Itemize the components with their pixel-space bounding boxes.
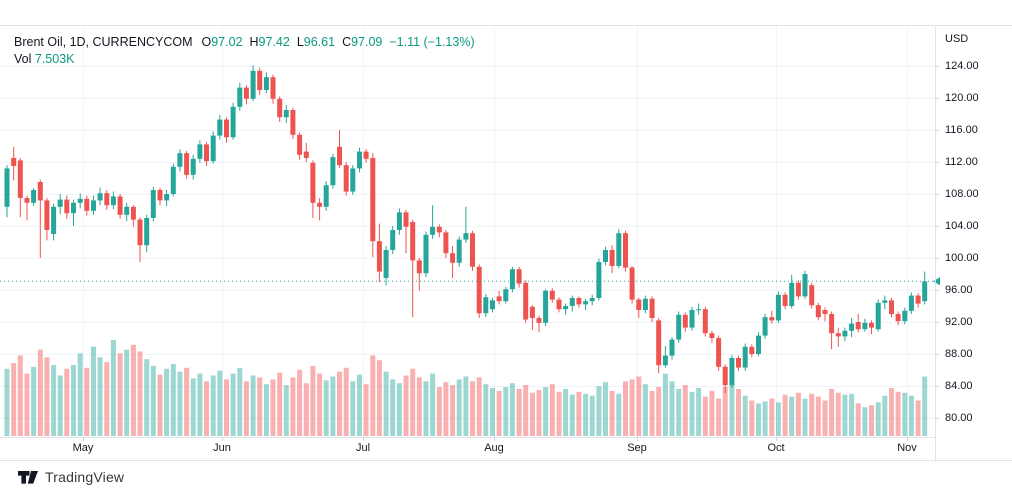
price-axis-label: 84.00 [945,380,973,392]
time-axis-label: Jul [355,442,371,454]
price-axis-label: 80.00 [945,412,973,424]
legend-row-main: Brent Oil, 1D, CURRENCYCOM O97.02 H97.42 L9… [14,34,475,51]
currency-label: USD [945,33,969,45]
time-axis[interactable]: May Jun Jul Aug Sep Oct Nov [0,437,935,460]
volume-label: Vol [14,52,32,66]
price-axis-label: 100.00 [945,252,979,264]
price-axis-label: 96.00 [945,284,973,296]
volume-value: 7.503K [34,52,75,66]
price-axis-label: 88.00 [945,348,973,360]
high-value: H97.42 [249,35,290,49]
time-axis-label: Aug [484,442,504,454]
price-axis-label: 116.00 [945,124,978,136]
tradingview-link[interactable]: TradingView [18,469,124,485]
time-axis-label: Jun [213,442,231,454]
price-axis-label: 104.00 [945,220,979,232]
tradingview-brand-text: TradingView [45,469,125,485]
price-axis[interactable]: USD 124.00 120.00 116.00 112.00 108.00 104.00… [936,25,1012,460]
time-axis-label: Nov [897,442,917,454]
price-axis-label: 112.00 [945,156,978,168]
low-value: L96.61 [296,35,336,49]
chart-legend: Brent Oil, 1D, CURRENCYCOM O97.02 H97.42 L9… [14,34,475,68]
footer: TradingView [18,466,124,488]
tradingview-logo-icon [18,470,38,484]
price-axis-label: 108.00 [945,188,979,200]
price-axis-label: 92.00 [945,316,973,328]
close-value: C97.09 [342,35,383,49]
change-value: −1.11 (−1.13%) [389,35,475,49]
time-axis-label: May [72,442,94,454]
symbol-title[interactable]: Brent Oil, 1D, CURRENCYCOM [14,35,193,49]
legend-row-volume: Vol 7.503K [14,51,475,68]
price-axis-label: 124.00 [945,60,979,72]
open-value: O97.02 [201,35,243,49]
time-axis-label: Sep [627,442,647,454]
time-axis-label: Oct [767,442,785,454]
price-axis-label: 120.00 [945,92,979,104]
